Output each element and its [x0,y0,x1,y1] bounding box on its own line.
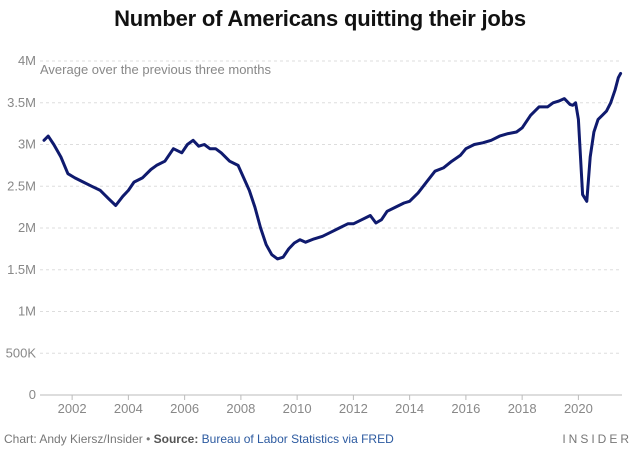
y-tick-label: 0 [29,387,36,402]
y-tick-label: 1M [18,304,36,319]
y-tick-label: 4M [18,53,36,68]
chart-credit-prefix: Chart: [4,432,37,446]
y-tick-label: 3.5M [7,95,36,110]
footer-bullet: • [146,432,151,446]
y-tick-label: 2.5M [7,178,36,193]
x-tick-label: 2016 [451,401,480,416]
x-tick-label: 2010 [283,401,312,416]
x-tick-label: 2020 [564,401,593,416]
series-line [42,72,623,261]
x-tick-label: 2014 [395,401,424,416]
insider-logo: INSIDER [562,432,632,446]
x-tick-label: 2008 [226,401,255,416]
y-tick-label: 3M [18,137,36,152]
y-tick-label: 1.5M [7,262,36,277]
x-tick-label: 2002 [58,401,87,416]
chart-title: Number of Americans quitting their jobs [114,6,526,31]
y-tick-label: 500K [6,345,37,360]
source-prefix: Source: [153,432,199,446]
source-link[interactable]: Bureau of Labor Statistics via FRED [201,432,394,446]
y-tick-label: 2M [18,220,36,235]
x-tick-label: 2012 [339,401,368,416]
x-tick-label: 2004 [114,401,143,416]
x-tick-label: 2006 [170,401,199,416]
chart-credit-author: Andy Kiersz/Insider [39,432,143,446]
x-tick-label: 2018 [508,401,537,416]
chart-footer: Chart: Andy Kiersz/Insider • Source: Bur… [4,432,394,446]
chart-subtitle: Average over the previous three months [40,62,272,77]
